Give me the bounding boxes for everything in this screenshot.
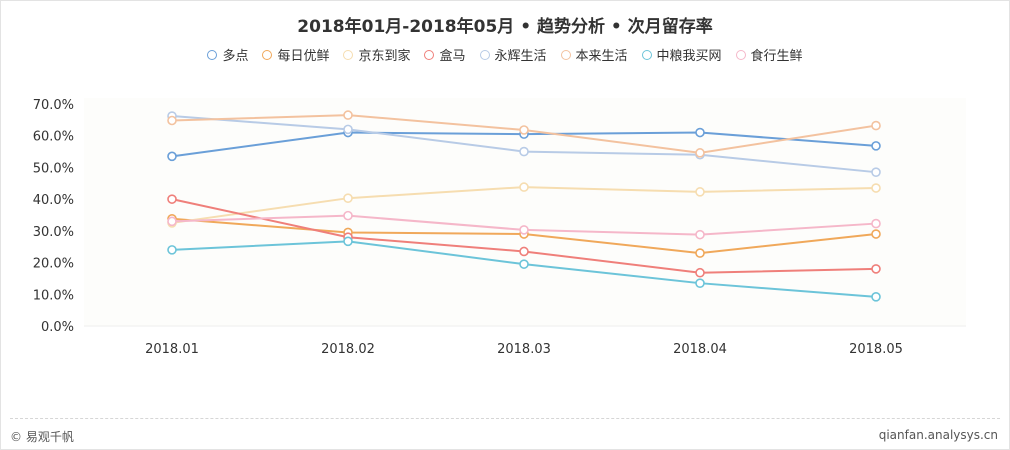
legend-marker-icon	[424, 49, 435, 60]
data-point[interactable]	[871, 264, 881, 274]
data-point[interactable]	[343, 210, 353, 221]
data-point[interactable]	[871, 183, 881, 193]
data-point[interactable]	[871, 218, 881, 229]
data-point[interactable]	[871, 167, 881, 177]
data-point[interactable]	[871, 141, 881, 151]
data-point[interactable]	[695, 187, 705, 197]
data-point[interactable]	[519, 182, 529, 192]
legend-item[interactable]: 每日优鲜	[262, 45, 329, 64]
data-point[interactable]	[695, 278, 705, 288]
data-point[interactable]	[519, 246, 529, 257]
legend-label: 永辉生活	[494, 49, 547, 64]
y-tick-label: 10.0%	[33, 288, 74, 303]
data-point[interactable]	[167, 151, 177, 162]
data-point[interactable]	[343, 110, 353, 120]
legend-item[interactable]: 京东到家	[343, 45, 410, 64]
footer-divider	[10, 418, 1000, 419]
data-point[interactable]	[871, 229, 881, 239]
x-tick-label: 2018.03	[497, 342, 551, 357]
legend-marker-icon	[262, 49, 273, 60]
data-point[interactable]	[695, 127, 705, 138]
legend-label: 本来生活	[575, 49, 628, 64]
x-tick-label: 2018.04	[673, 342, 727, 357]
y-tick-label: 20.0%	[33, 257, 74, 272]
legend-label: 食行生鲜	[750, 49, 803, 64]
data-point[interactable]	[519, 259, 529, 269]
legend-marker-icon	[207, 49, 218, 60]
y-tick-label: 60.0%	[33, 130, 74, 145]
y-tick-label: 0.0%	[41, 320, 74, 335]
data-point[interactable]	[167, 194, 177, 204]
data-point[interactable]	[343, 193, 353, 203]
footer-url: qianfan.analysys.cn	[878, 428, 998, 442]
y-tick-label: 70.0%	[33, 98, 74, 113]
plot-area: 0.0% 10.0% 20.0% 30.0% 40.0% 50.0% 60.0% 70.0% 2…	[33, 98, 966, 357]
x-tick-label: 2018.02	[321, 342, 375, 357]
x-tick-label: 2018.05	[849, 342, 903, 357]
data-point[interactable]	[695, 267, 705, 278]
data-point[interactable]	[343, 236, 353, 247]
data-point[interactable]	[519, 225, 529, 235]
legend-item[interactable]: 本来生活	[560, 45, 628, 64]
chart-title: 2018年01月-2018年05月 • 趋势分析 • 次月留存率	[297, 17, 713, 37]
legend-item[interactable]: 盒马	[424, 45, 466, 64]
y-tick-label: 40.0%	[33, 193, 74, 208]
legend-label: 盒马	[439, 49, 466, 64]
data-point[interactable]	[871, 292, 881, 302]
legend-label: 每日优鲜	[277, 49, 330, 64]
data-point[interactable]	[519, 125, 529, 135]
data-point[interactable]	[695, 148, 705, 158]
x-tick-label: 2018.01	[145, 342, 199, 357]
legend-marker-icon	[560, 49, 571, 60]
data-point[interactable]	[167, 115, 177, 126]
legend-label: 多点	[222, 49, 249, 64]
legend-item[interactable]: 食行生鲜	[735, 45, 803, 64]
y-tick-label: 50.0%	[33, 161, 74, 176]
legend-marker-icon	[479, 49, 490, 60]
legend-label: 京东到家	[358, 49, 411, 64]
legend-label: 中粮我买网	[656, 49, 722, 64]
data-point[interactable]	[519, 146, 529, 157]
data-point[interactable]	[167, 245, 177, 255]
data-point[interactable]	[343, 124, 353, 135]
legend-item[interactable]: 多点	[207, 45, 248, 64]
data-point[interactable]	[167, 216, 177, 227]
y-tick-label: 30.0%	[33, 225, 74, 240]
footer-brand: © 易观千帆	[10, 430, 74, 444]
legend-item[interactable]: 永辉生活	[479, 45, 547, 64]
legend-marker-icon	[343, 49, 354, 60]
chart-legend: 多点 每日优鲜 京东到家 盒马 永辉生活 本来生活 中粮我买网 食行生鲜	[0, 45, 1010, 64]
data-point[interactable]	[695, 248, 705, 258]
data-point[interactable]	[871, 120, 881, 131]
legend-marker-icon	[735, 49, 746, 60]
legend-marker-icon	[641, 49, 652, 60]
legend-item[interactable]: 中粮我买网	[641, 45, 722, 64]
data-point[interactable]	[695, 229, 705, 240]
